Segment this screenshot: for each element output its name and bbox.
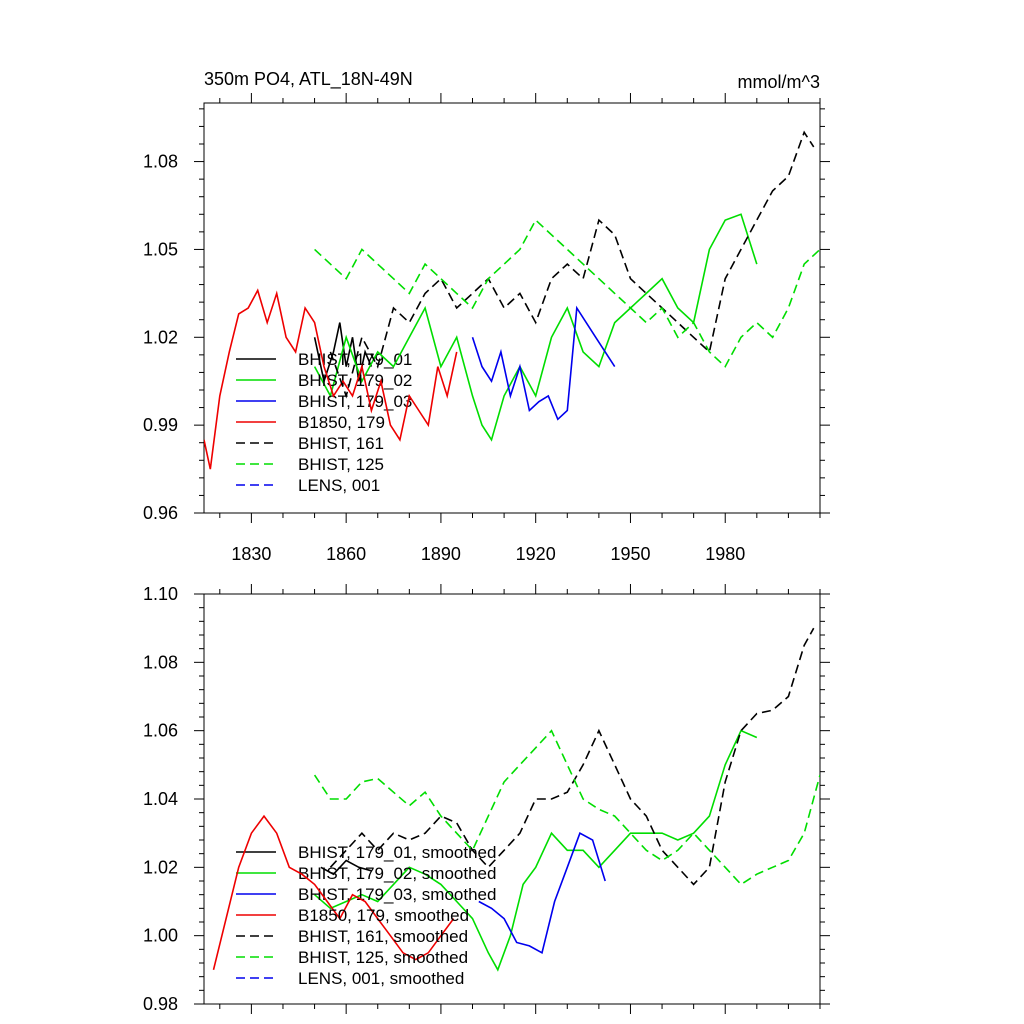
legend-label: BHIST, 125, smoothed bbox=[298, 948, 468, 967]
y-tick-label: 1.02 bbox=[143, 857, 178, 877]
panel-top: 1830 1860 1890 1920 1950 1980 0.96 0.99 1.02 1.05… bbox=[143, 69, 830, 564]
x-tick-label: 1950 bbox=[610, 544, 650, 564]
y-tick-label: 0.99 bbox=[143, 415, 178, 435]
legend-label: BHIST, 125 bbox=[298, 455, 384, 474]
series-line bbox=[329, 130, 815, 399]
legend-label: B1850, 179, smoothed bbox=[298, 906, 469, 925]
series-line bbox=[204, 288, 458, 470]
legend-label: LENS, 001, smoothed bbox=[298, 969, 464, 988]
units-label: mmol/m^3 bbox=[738, 72, 820, 92]
x-tick-label: 1830 bbox=[231, 544, 271, 564]
y-tick-label: 1.02 bbox=[143, 327, 178, 347]
legend-label: BHIST, 179_03, smoothed bbox=[298, 885, 496, 904]
series-line bbox=[329, 627, 815, 886]
series-line bbox=[313, 729, 820, 886]
y-tick-label: 1.04 bbox=[143, 789, 178, 809]
y-tick-label: 1.00 bbox=[143, 926, 178, 946]
panel-bottom: 0.98 1.00 1.02 1.04 1.06 1.08 1.10 BHIST, 179_0… bbox=[143, 584, 830, 1014]
series-line bbox=[478, 832, 606, 955]
y-tick-label: 1.05 bbox=[143, 239, 178, 259]
legend-label: LENS, 001 bbox=[298, 476, 380, 495]
y-tick-label: 1.10 bbox=[143, 584, 178, 604]
y-tick-label: 1.08 bbox=[143, 152, 178, 172]
legend-label: B1850, 179 bbox=[298, 413, 385, 432]
series-line bbox=[313, 322, 373, 385]
legend-label: BHIST, 179_02, smoothed bbox=[298, 864, 496, 883]
series-line bbox=[313, 213, 758, 442]
y-tick-label: 0.98 bbox=[143, 994, 178, 1014]
plot-frame bbox=[203, 102, 821, 514]
x-tick-label: 1890 bbox=[421, 544, 461, 564]
legend-label: BHIST, 179_01, smoothed bbox=[298, 843, 496, 862]
series-line bbox=[314, 729, 758, 972]
chart-title: 350m PO4, ATL_18N-49N bbox=[204, 69, 413, 90]
series-line bbox=[314, 218, 820, 368]
x-tick-label: 1920 bbox=[516, 544, 556, 564]
series-line bbox=[471, 305, 616, 421]
series-line bbox=[320, 859, 372, 876]
legend-label: BHIST, 179_03 bbox=[298, 392, 412, 411]
y-tick-label: 1.08 bbox=[143, 652, 178, 672]
plot-frame bbox=[203, 593, 821, 1005]
x-tick-label: 1980 bbox=[705, 544, 745, 564]
series-line bbox=[212, 814, 455, 970]
x-tick-label: 1860 bbox=[326, 544, 366, 564]
y-tick-label: 0.96 bbox=[143, 503, 178, 523]
legend-label: BHIST, 161, smoothed bbox=[298, 927, 468, 946]
y-tick-label: 1.06 bbox=[143, 721, 178, 741]
legend-label: BHIST, 161 bbox=[298, 434, 384, 453]
